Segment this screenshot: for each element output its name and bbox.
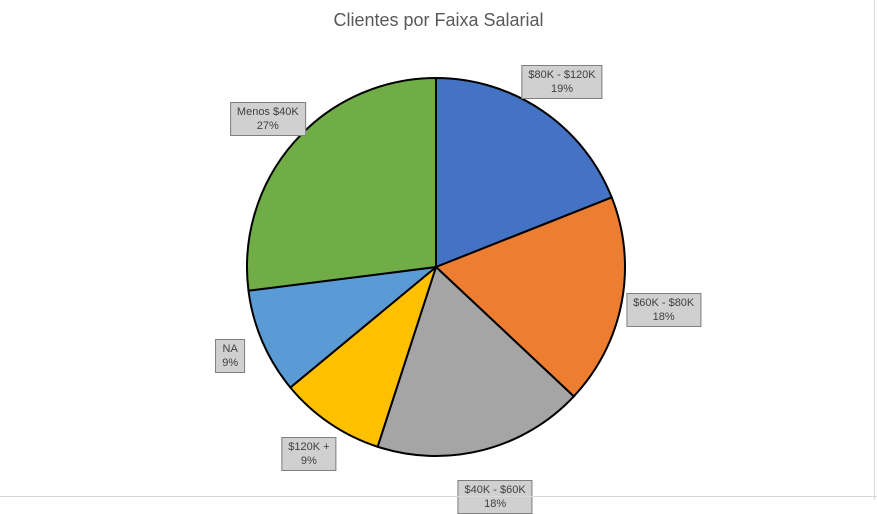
data-label-percent: 9% (300, 455, 317, 467)
data-label: $60K - $80K 18% (626, 293, 702, 328)
data-label: $120K + 9% (281, 437, 337, 471)
data-label: Menos $40K 27% (229, 101, 306, 136)
pie-slice (435, 77, 613, 268)
pie-slice (246, 77, 437, 292)
data-label-percent: 18% (484, 498, 507, 510)
data-label-category: Menos $40K (236, 105, 299, 118)
data-label: $80K - $120K 19% (521, 64, 603, 99)
pie-slice (376, 266, 575, 457)
data-label-category: $40K - $60K (464, 484, 526, 496)
sheet-gridline-bottom (0, 496, 877, 497)
data-label-percent: 9% (222, 357, 239, 370)
data-label-category: $120K + (288, 441, 330, 453)
data-label: NA 9% (215, 339, 246, 374)
data-label-category: NA (222, 343, 238, 356)
pie-slice (247, 266, 437, 389)
data-label-category: $80K - $120K (528, 68, 596, 81)
data-label-percent: 18% (652, 311, 675, 324)
data-label-percent: 27% (256, 119, 279, 132)
chart-title: Clientes por Faixa Salarial (333, 10, 544, 30)
pie-slice (435, 196, 626, 398)
pie-chart (246, 77, 626, 457)
sheet-gridline-right (874, 0, 875, 500)
pie-slice (289, 266, 437, 448)
data-label-percent: 19% (550, 82, 574, 95)
data-label: $40K - $60K 18% (457, 480, 533, 514)
data-label-category: $60K - $80K (633, 297, 695, 310)
